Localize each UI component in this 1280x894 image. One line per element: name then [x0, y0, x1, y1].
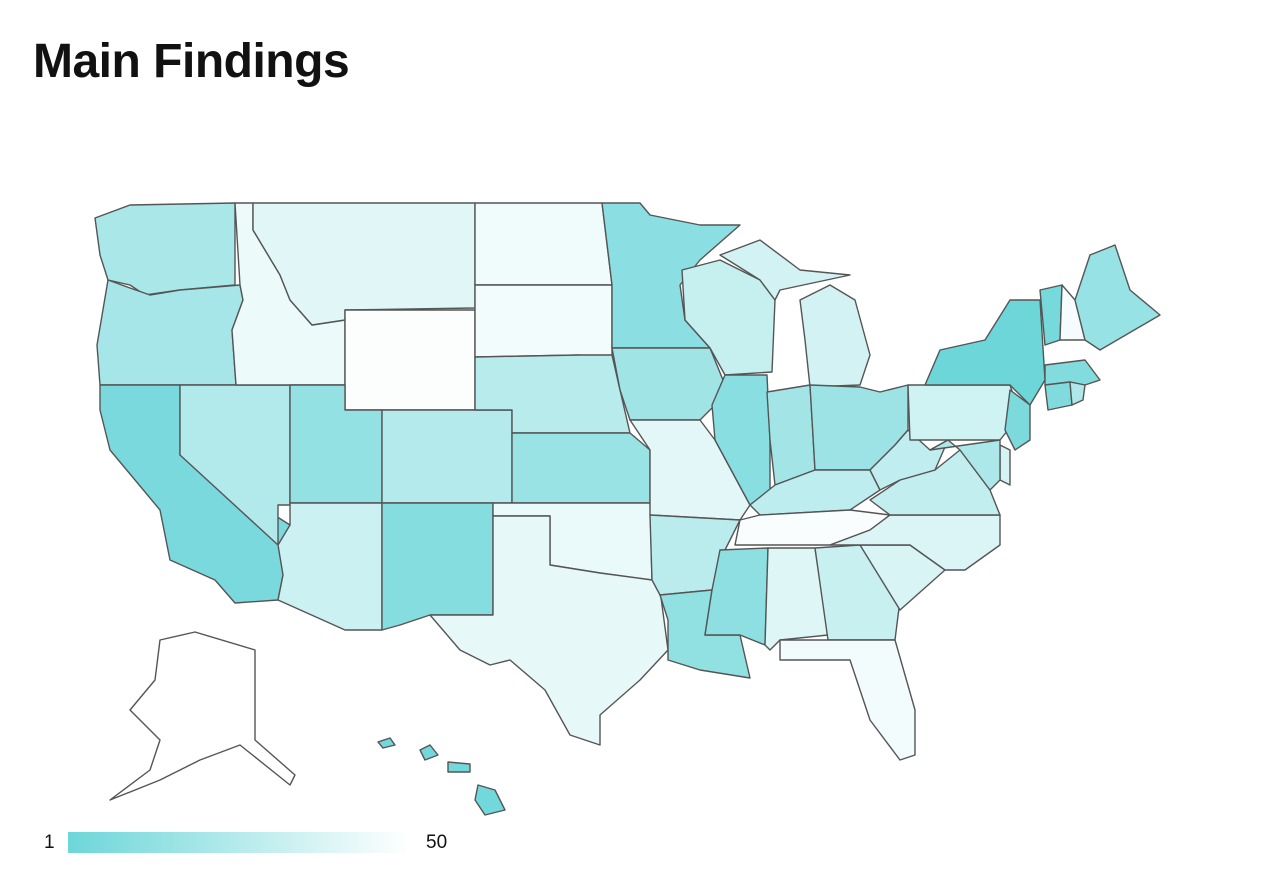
state [779, 639, 916, 761]
state [611, 347, 726, 421]
state [1074, 244, 1161, 351]
state [419, 744, 439, 761]
scale-max-label: 50 [426, 832, 447, 853]
state [474, 784, 506, 816]
state [719, 239, 851, 301]
state [629, 419, 751, 521]
state [999, 444, 1011, 486]
state [94, 202, 236, 296]
states [94, 202, 1161, 816]
state [344, 309, 476, 411]
state [377, 737, 396, 749]
scale-min-label: 1 [44, 832, 55, 853]
state [474, 284, 613, 363]
state [1069, 381, 1086, 406]
state [1044, 359, 1101, 386]
state [474, 202, 613, 286]
state [381, 409, 513, 504]
state [907, 384, 1021, 441]
state [681, 259, 776, 376]
state [277, 502, 383, 631]
state [1044, 381, 1073, 411]
state [429, 515, 669, 746]
page-title: Main Findings [33, 35, 350, 88]
color-scale-bar [68, 832, 410, 853]
state [829, 514, 1001, 571]
state [381, 502, 494, 631]
state [929, 439, 1001, 491]
state [924, 299, 1046, 406]
state [1004, 389, 1031, 451]
state [1039, 284, 1063, 346]
state [766, 384, 816, 486]
state [96, 279, 244, 386]
state [109, 631, 296, 801]
state [447, 761, 471, 773]
state [799, 284, 871, 388]
state [511, 432, 651, 504]
